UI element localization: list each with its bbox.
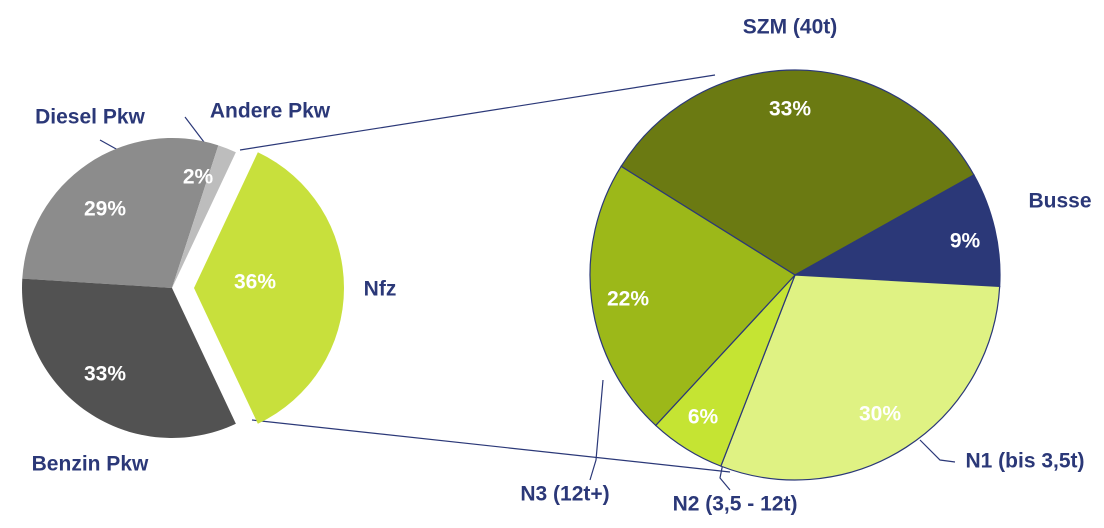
category-label: N3 (12t+) — [520, 483, 609, 506]
value-label: 6% — [688, 406, 719, 429]
category-label: Benzin Pkw — [32, 453, 149, 476]
connector-line — [239, 74, 716, 151]
value-label: 30% — [859, 403, 901, 426]
pie-slice — [589, 165, 796, 427]
value-label: 36% — [234, 271, 276, 294]
value-label: 22% — [607, 288, 649, 311]
category-label: Diesel Pkw — [35, 106, 145, 129]
leader-line — [919, 439, 956, 463]
category-label: SZM (40t) — [743, 16, 838, 39]
value-label: 33% — [769, 98, 811, 121]
leader-line — [99, 139, 119, 151]
value-label: 29% — [84, 198, 126, 221]
category-label: Andere Pkw — [210, 100, 331, 123]
pie-slice — [194, 152, 345, 424]
category-label: N2 (3,5 - 12t) — [673, 493, 798, 516]
pie-slice — [22, 138, 219, 288]
pie-slice — [792, 174, 1001, 288]
pie-slice — [21, 278, 236, 438]
pie-slice — [720, 274, 1001, 481]
pie-slice — [172, 145, 236, 288]
category-label: Busse — [1028, 190, 1091, 213]
value-label: 33% — [84, 363, 126, 386]
leader-line — [589, 379, 604, 481]
connector-line — [251, 419, 731, 473]
value-label: 9% — [950, 230, 981, 253]
category-label: Nfz — [364, 278, 397, 301]
value-label: 2% — [183, 166, 214, 189]
category-label: N1 (bis 3,5t) — [965, 450, 1084, 473]
